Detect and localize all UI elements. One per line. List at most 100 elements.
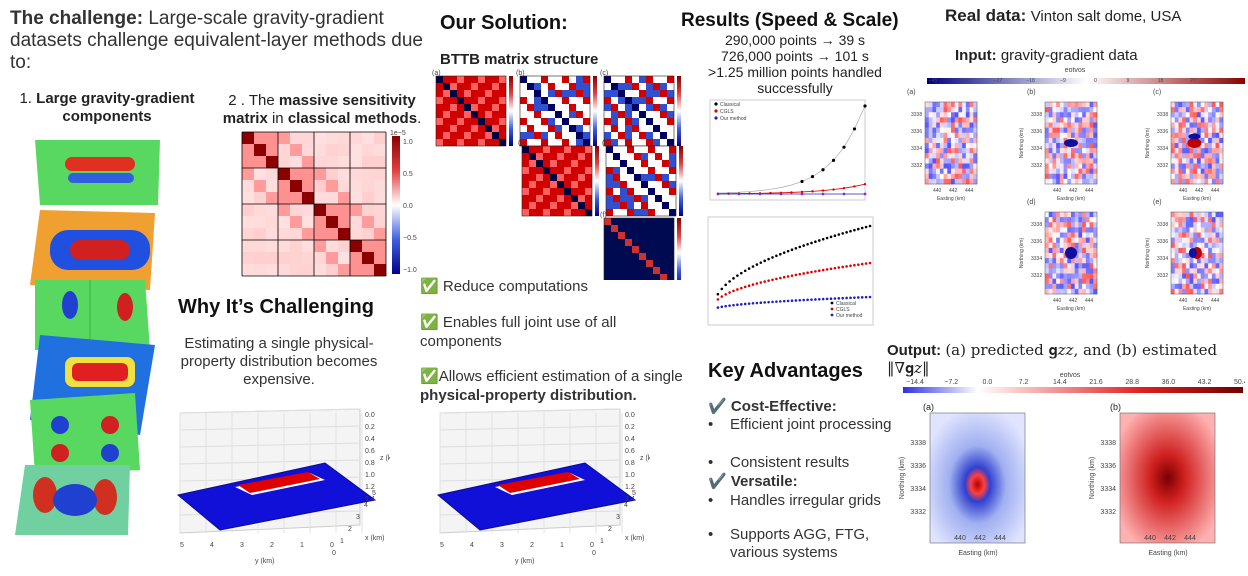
colorbar-tick: 18 xyxy=(1158,78,1164,84)
noise-cell xyxy=(1071,178,1076,185)
bttb-cell xyxy=(527,132,534,139)
bttb-cell xyxy=(646,118,653,125)
noise-cell xyxy=(928,137,933,144)
noise-cell xyxy=(1052,153,1057,159)
bttb-cell xyxy=(669,167,676,174)
noise-cell xyxy=(1182,268,1187,274)
bttb-cell xyxy=(576,125,583,132)
data-panel xyxy=(1170,211,1224,295)
noise-cell xyxy=(1059,163,1064,169)
matrix-cell xyxy=(350,168,362,180)
bttb-cell xyxy=(648,160,655,167)
noise-cell xyxy=(1089,102,1094,108)
bttb-cell xyxy=(639,246,646,253)
classical-point xyxy=(842,145,846,149)
noise-cell xyxy=(1063,253,1068,259)
noise-cell xyxy=(1071,122,1076,128)
noise-cell xyxy=(1074,112,1079,118)
noise-cell xyxy=(1189,212,1194,218)
noise-cell xyxy=(1089,212,1094,218)
noise-cell xyxy=(1211,263,1216,269)
noise-cell xyxy=(962,153,967,159)
bttb-cell xyxy=(543,160,550,167)
bullet-dot: • xyxy=(708,492,714,509)
noise-cell xyxy=(1193,212,1198,218)
bttb-cell xyxy=(639,218,646,225)
noise-cell xyxy=(925,102,930,108)
memory-point xyxy=(724,293,727,296)
noise-cell xyxy=(1067,283,1072,290)
memory-point xyxy=(755,301,759,305)
bttb-cell xyxy=(646,239,653,246)
bttb-cell xyxy=(550,160,557,167)
noise-cell xyxy=(1093,153,1098,159)
noise-cell xyxy=(1078,132,1083,139)
noise-cell xyxy=(947,107,952,113)
noise-cell xyxy=(1185,122,1190,128)
bttb-cell xyxy=(562,104,569,111)
noise-cell xyxy=(1052,158,1057,164)
noise-cell xyxy=(1185,153,1190,159)
bttb-cell xyxy=(646,125,653,132)
noise-cell xyxy=(1082,107,1087,113)
colorbar-tick: 0.5 xyxy=(403,171,413,178)
noise-cell xyxy=(1071,237,1076,244)
noise-cell xyxy=(1052,288,1057,295)
noise-cell xyxy=(936,178,941,185)
noise-cell xyxy=(1048,212,1053,218)
bttb-cell xyxy=(548,104,555,111)
bttb-cell xyxy=(641,202,648,209)
bttb-cell xyxy=(578,202,585,209)
noise-cell xyxy=(1178,163,1183,169)
noise-cell xyxy=(1182,122,1187,128)
noise-cell xyxy=(1204,288,1209,295)
noise-cell xyxy=(1208,148,1213,154)
noise-cell xyxy=(1204,143,1209,149)
classical-point xyxy=(831,158,836,162)
noise-cell xyxy=(1204,148,1209,154)
noise-cell xyxy=(1197,158,1202,164)
bttb-cell xyxy=(627,160,634,167)
noise-cell xyxy=(973,102,978,108)
noise-cell xyxy=(1174,112,1179,118)
noise-cell xyxy=(1197,117,1202,123)
bttb-cell xyxy=(499,76,506,83)
colorbar-tick: 36.0 xyxy=(1162,379,1176,386)
noise-cell xyxy=(965,112,970,118)
noise-cell xyxy=(958,168,963,175)
noise-cell xyxy=(925,132,930,139)
bttb-cell xyxy=(655,167,662,174)
noise-cell xyxy=(947,127,952,134)
noise-cell xyxy=(1078,212,1083,218)
bttb-cell xyxy=(529,195,536,202)
noise-cell xyxy=(1174,237,1179,244)
noise-cell xyxy=(1074,127,1079,134)
noise-cell xyxy=(943,132,948,139)
matrix-cell xyxy=(278,252,290,264)
matrix-cell xyxy=(266,228,278,240)
noise-cell xyxy=(1071,258,1076,264)
noise-cell xyxy=(939,148,944,154)
noise-cell xyxy=(1059,212,1064,218)
noise-cell xyxy=(1178,148,1183,154)
matrix-cell xyxy=(326,180,338,192)
bttb-cell xyxy=(648,174,655,181)
memory-point xyxy=(845,296,848,300)
noise-cell xyxy=(1093,242,1098,249)
noise-cell xyxy=(1085,163,1090,169)
bttb-cell xyxy=(667,260,674,267)
noise-cell xyxy=(1048,283,1053,290)
bttb-cell xyxy=(543,167,550,174)
noise-cell xyxy=(1171,222,1176,228)
bttb-cell xyxy=(648,188,655,195)
bttb-cell xyxy=(555,111,562,118)
colorbar-tick: 27 xyxy=(1190,78,1196,84)
noise-cell xyxy=(1178,288,1183,295)
colorbar-tick: −45 xyxy=(929,78,938,84)
matrix-cell xyxy=(290,144,302,156)
noise-cell xyxy=(1193,268,1198,274)
noise-cell xyxy=(1174,217,1179,223)
noise-cell xyxy=(1174,148,1179,154)
bttb-colorbar xyxy=(593,76,597,146)
